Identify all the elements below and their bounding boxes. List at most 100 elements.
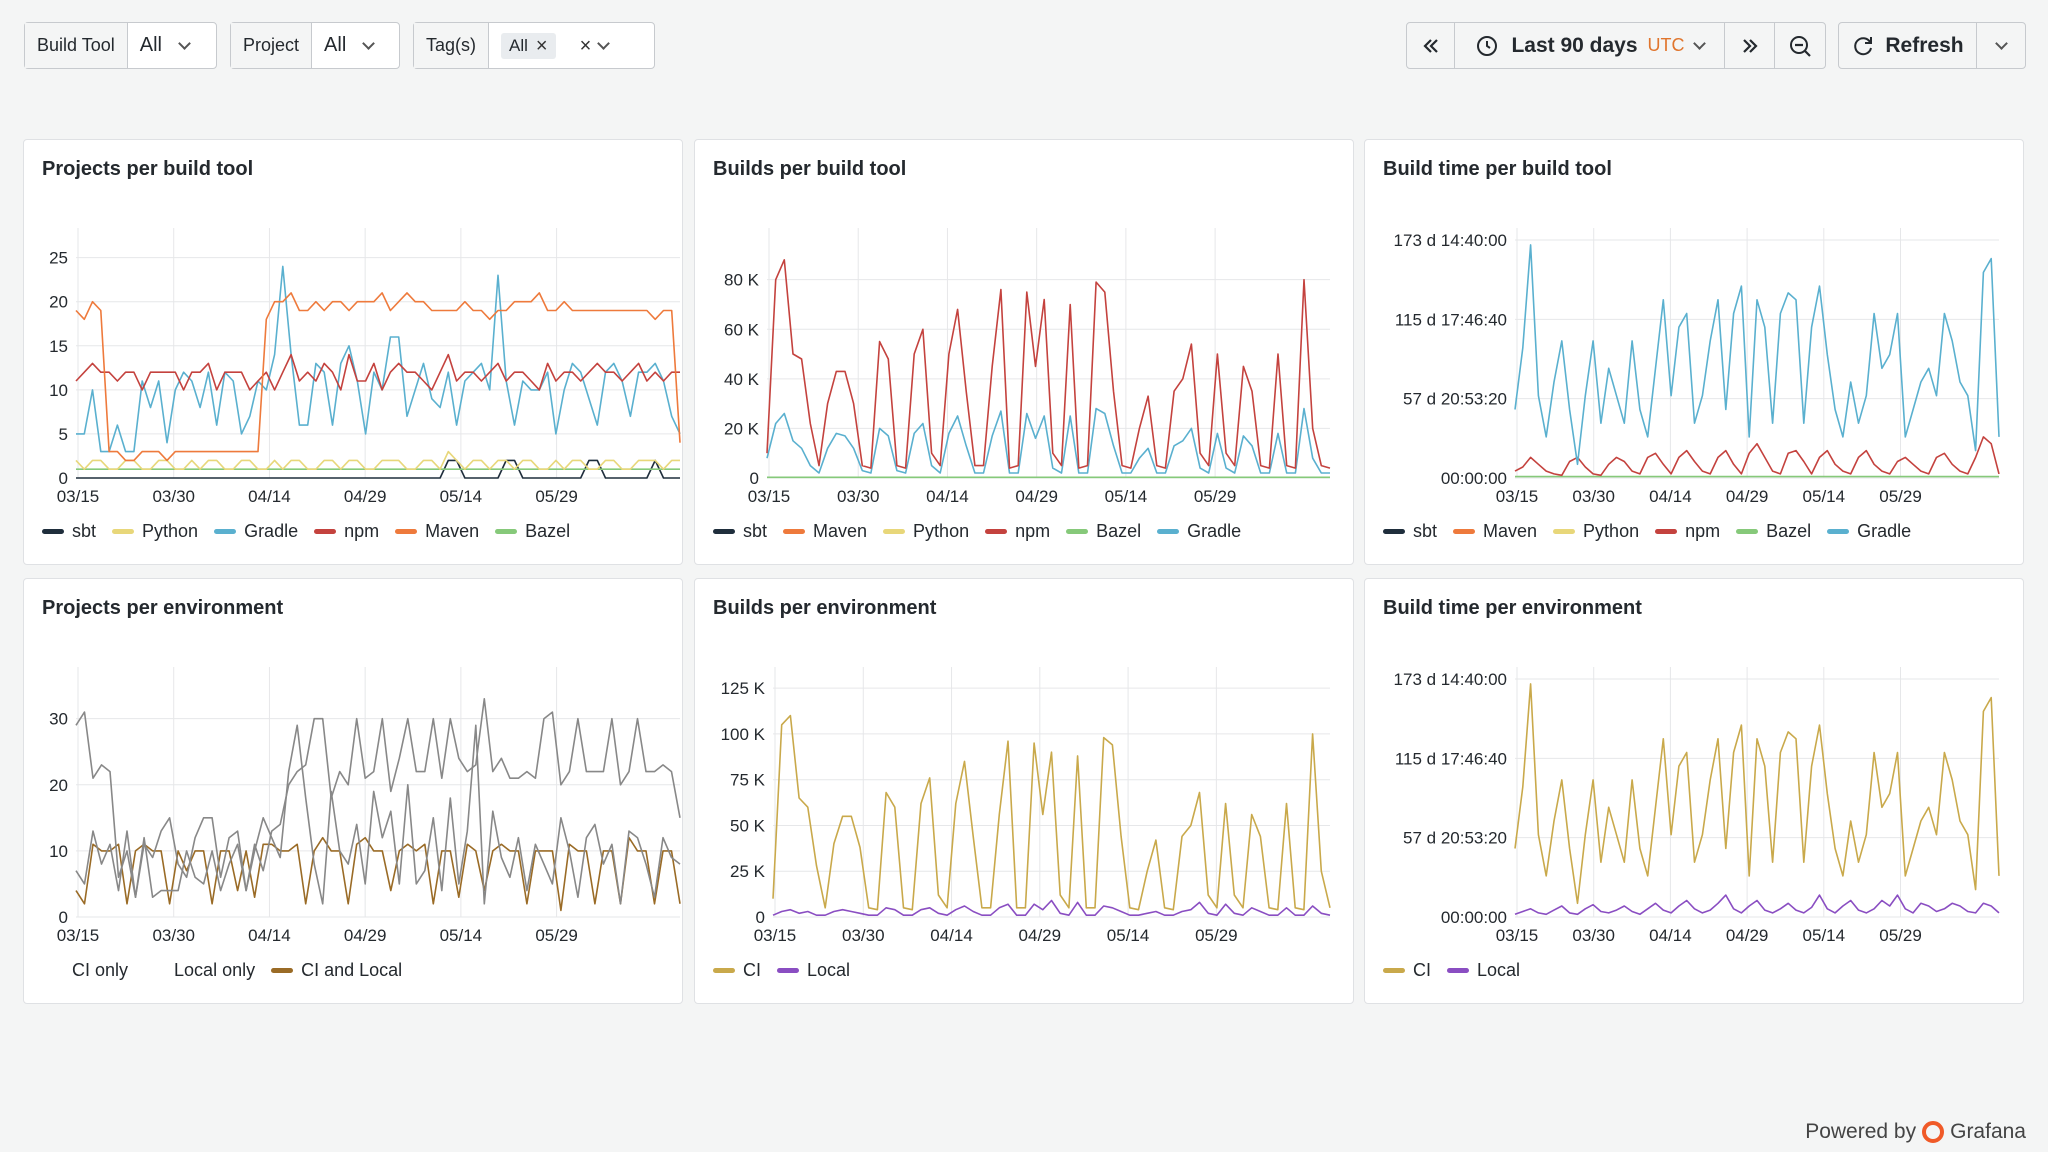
clear-icon[interactable]: × xyxy=(579,34,592,57)
project-variable[interactable]: Project All xyxy=(230,22,400,69)
x-tick-label: 03/30 xyxy=(1572,487,1615,506)
time-range-button[interactable]: Last 90 days UTC xyxy=(1455,23,1725,68)
panel-title[interactable]: Projects per build tool xyxy=(42,158,254,180)
time-forward-button[interactable] xyxy=(1725,23,1775,68)
legend-item[interactable]: npm xyxy=(1655,521,1720,542)
legend-item[interactable]: Maven xyxy=(1453,521,1537,542)
legend-item[interactable]: Python xyxy=(1553,521,1639,542)
y-tick-label: 0 xyxy=(59,908,68,927)
legend-item[interactable]: CI and Local xyxy=(271,960,402,981)
time-back-button[interactable] xyxy=(1407,23,1455,68)
series-line-gradle[interactable] xyxy=(76,265,681,453)
panel-title[interactable]: Builds per build tool xyxy=(713,158,907,180)
series-line-npm[interactable] xyxy=(75,353,680,391)
x-tick-label: 03/30 xyxy=(837,487,880,506)
legend-item[interactable]: CI xyxy=(1383,960,1431,981)
x-tick-label: 03/15 xyxy=(1496,926,1539,945)
legend-swatch xyxy=(42,529,64,534)
legend-item[interactable]: Maven xyxy=(783,521,867,542)
legend-item[interactable]: Python xyxy=(883,521,969,542)
legend-item[interactable]: Bazel xyxy=(1736,521,1811,542)
y-tick-label: 57 d 20:53:20 xyxy=(1403,829,1507,848)
legend-item[interactable]: Bazel xyxy=(1066,521,1141,542)
series-line-sbt[interactable] xyxy=(76,459,680,479)
y-tick-label: 00:00:00 xyxy=(1441,908,1507,927)
series-line-python[interactable] xyxy=(75,450,680,471)
legend-item[interactable]: sbt xyxy=(1383,521,1437,542)
legend-item[interactable]: Gradle xyxy=(1827,521,1911,542)
project-select[interactable]: All xyxy=(312,23,385,68)
chevron-down-icon xyxy=(362,36,376,50)
series-line-local-only[interactable] xyxy=(75,724,681,905)
legend-label: sbt xyxy=(72,521,97,541)
legend-item[interactable]: Local xyxy=(1447,960,1520,981)
series-line-gradle[interactable] xyxy=(766,407,1330,474)
panel-p2[interactable]: Builds per build tool 0 20 K 40 K 60 K 80 K 03… xyxy=(694,139,1354,565)
legend-item[interactable]: npm xyxy=(985,521,1050,542)
legend-label: Maven xyxy=(813,521,868,541)
legend-item[interactable]: CI only xyxy=(42,960,128,981)
legend-item[interactable]: Bazel xyxy=(495,521,570,542)
series-line-ci[interactable] xyxy=(772,714,1331,911)
x-tick-label: 03/15 xyxy=(57,487,100,506)
series-line-ci[interactable] xyxy=(1514,683,2000,905)
y-tick-label: 20 K xyxy=(724,419,760,438)
legend-swatch xyxy=(144,968,166,973)
refresh-interval-button[interactable] xyxy=(1977,23,2025,68)
legend-item[interactable]: Gradle xyxy=(214,521,298,542)
series-line-gradle[interactable] xyxy=(1514,244,2000,466)
series-line-maven[interactable] xyxy=(75,292,681,462)
series-line-ci-and-local[interactable] xyxy=(75,836,681,912)
legend-label: npm xyxy=(344,521,380,541)
legend-label: Local xyxy=(807,960,851,980)
build-tool-select[interactable]: All xyxy=(128,23,201,68)
legend-swatch xyxy=(1157,529,1180,534)
legend-item[interactable]: Python xyxy=(112,521,198,542)
legend: sbt Maven Python npm Bazel Gradle xyxy=(713,521,1241,542)
grafana-brand[interactable]: Grafana xyxy=(1950,1120,2026,1143)
legend-item[interactable]: npm xyxy=(314,521,379,542)
legend-label: npm xyxy=(1685,521,1721,541)
tag-chip-label: All xyxy=(509,35,528,55)
zoom-out-button[interactable] xyxy=(1775,23,1825,68)
x-tick-label: 04/14 xyxy=(926,487,969,506)
legend-item[interactable]: Local only xyxy=(144,960,255,981)
panel-p4[interactable]: Projects per environment 0 10 20 30 03/15 03/3… xyxy=(23,578,683,1004)
series-line-npm[interactable] xyxy=(766,259,1331,469)
panel-p6[interactable]: Build time per environment 00:00:00 57 d 2… xyxy=(1364,578,2024,1004)
legend-label: Gradle xyxy=(244,521,299,541)
chip-remove-icon[interactable]: × xyxy=(535,34,548,57)
tags-select[interactable]: All × × xyxy=(489,23,620,68)
legend-label: CI xyxy=(1413,960,1431,980)
legend-item[interactable]: sbt xyxy=(713,521,767,542)
chart-p1: 0 5 10 15 20 25 03/15 03/30 04/14 04/29 05/14 05/29 xyxy=(49,228,681,506)
panel-p5[interactable]: Builds per environment 0 25 K 50 K 75 K 100 K… xyxy=(694,578,1354,1004)
legend-item[interactable]: Local xyxy=(777,960,850,981)
panel-title[interactable]: Build time per build tool xyxy=(1383,158,1612,180)
x-tick-label: 04/14 xyxy=(248,487,291,506)
panel-p1[interactable]: Projects per build tool 0 5 10 15 20 25 03/15 03… xyxy=(23,139,683,565)
series-line-npm[interactable] xyxy=(1514,436,2000,477)
legend-label: npm xyxy=(1015,521,1051,541)
panel-title[interactable]: Builds per environment xyxy=(713,597,937,619)
legend-item[interactable]: Maven xyxy=(395,521,479,542)
series-line-local[interactable] xyxy=(772,899,1331,917)
legend-label: sbt xyxy=(1413,521,1438,541)
series-line-ci-only[interactable] xyxy=(75,698,681,899)
y-tick-label: 125 K xyxy=(721,679,766,698)
legend-label: Gradle xyxy=(1187,521,1242,541)
legend-label: Local only xyxy=(174,960,256,980)
y-tick-label: 0 xyxy=(59,469,68,488)
series-line-local[interactable] xyxy=(1514,894,2000,916)
panel-p3[interactable]: Build time per build tool 00:00:00 57 d 20… xyxy=(1364,139,2024,565)
panel-title[interactable]: Build time per environment xyxy=(1383,597,1642,619)
refresh-button[interactable]: Refresh xyxy=(1839,23,1977,68)
legend-label: CI only xyxy=(72,960,129,980)
legend-item[interactable]: sbt xyxy=(42,521,96,542)
tags-variable[interactable]: Tag(s) All × × xyxy=(413,22,655,69)
panel-title[interactable]: Projects per environment xyxy=(42,597,284,619)
legend-item[interactable]: Gradle xyxy=(1157,521,1241,542)
legend-item[interactable]: CI xyxy=(713,960,761,981)
time-range-label: Last 90 days xyxy=(1511,33,1638,57)
build-tool-variable[interactable]: Build Tool All xyxy=(24,22,217,69)
